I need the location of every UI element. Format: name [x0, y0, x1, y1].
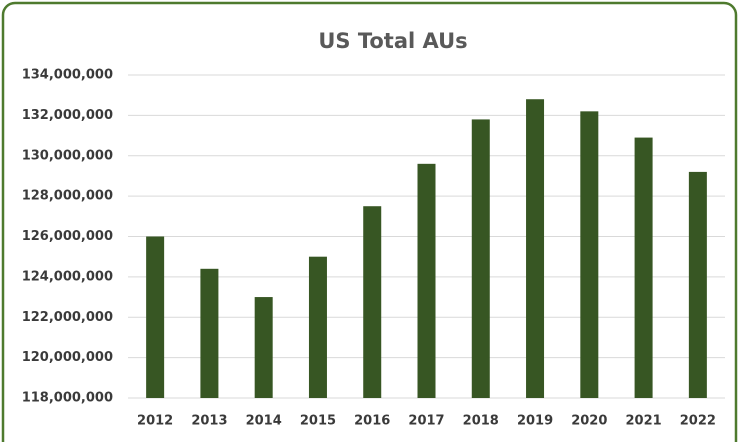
y-tick-label: 118,000,000 — [22, 391, 113, 406]
y-tick-label: 120,000,000 — [22, 350, 113, 365]
y-tick-label: 134,000,000 — [22, 68, 113, 83]
bar — [363, 206, 382, 398]
bar — [634, 137, 653, 399]
bar — [254, 297, 273, 398]
x-tick-label: 2015 — [300, 414, 336, 429]
bar — [308, 256, 327, 398]
bar — [526, 99, 545, 398]
bar — [146, 236, 165, 398]
x-tick-label: 2017 — [408, 414, 444, 429]
bar — [200, 268, 219, 398]
chart-title: US Total AUs — [318, 29, 467, 53]
x-tick-label: 2014 — [246, 414, 282, 429]
x-tick-label: 2022 — [680, 414, 716, 429]
y-tick-label: 128,000,000 — [22, 189, 113, 204]
y-tick-label: 130,000,000 — [22, 148, 113, 163]
bar — [417, 163, 436, 398]
x-tick-label: 2016 — [354, 414, 390, 429]
x-tick-label: 2019 — [517, 414, 553, 429]
y-tick-label: 124,000,000 — [22, 269, 113, 284]
x-tick-label: 2018 — [463, 414, 499, 429]
x-tick-label: 2013 — [191, 414, 227, 429]
y-tick-label: 132,000,000 — [22, 108, 113, 123]
x-tick-label: 2020 — [571, 414, 607, 429]
y-tick-label: 126,000,000 — [22, 229, 113, 244]
bar — [580, 111, 599, 399]
y-tick-label: 122,000,000 — [22, 310, 113, 325]
x-tick-label: 2012 — [137, 414, 173, 429]
bar — [471, 119, 490, 398]
bar — [688, 171, 707, 398]
x-tick-label: 2021 — [625, 414, 661, 429]
